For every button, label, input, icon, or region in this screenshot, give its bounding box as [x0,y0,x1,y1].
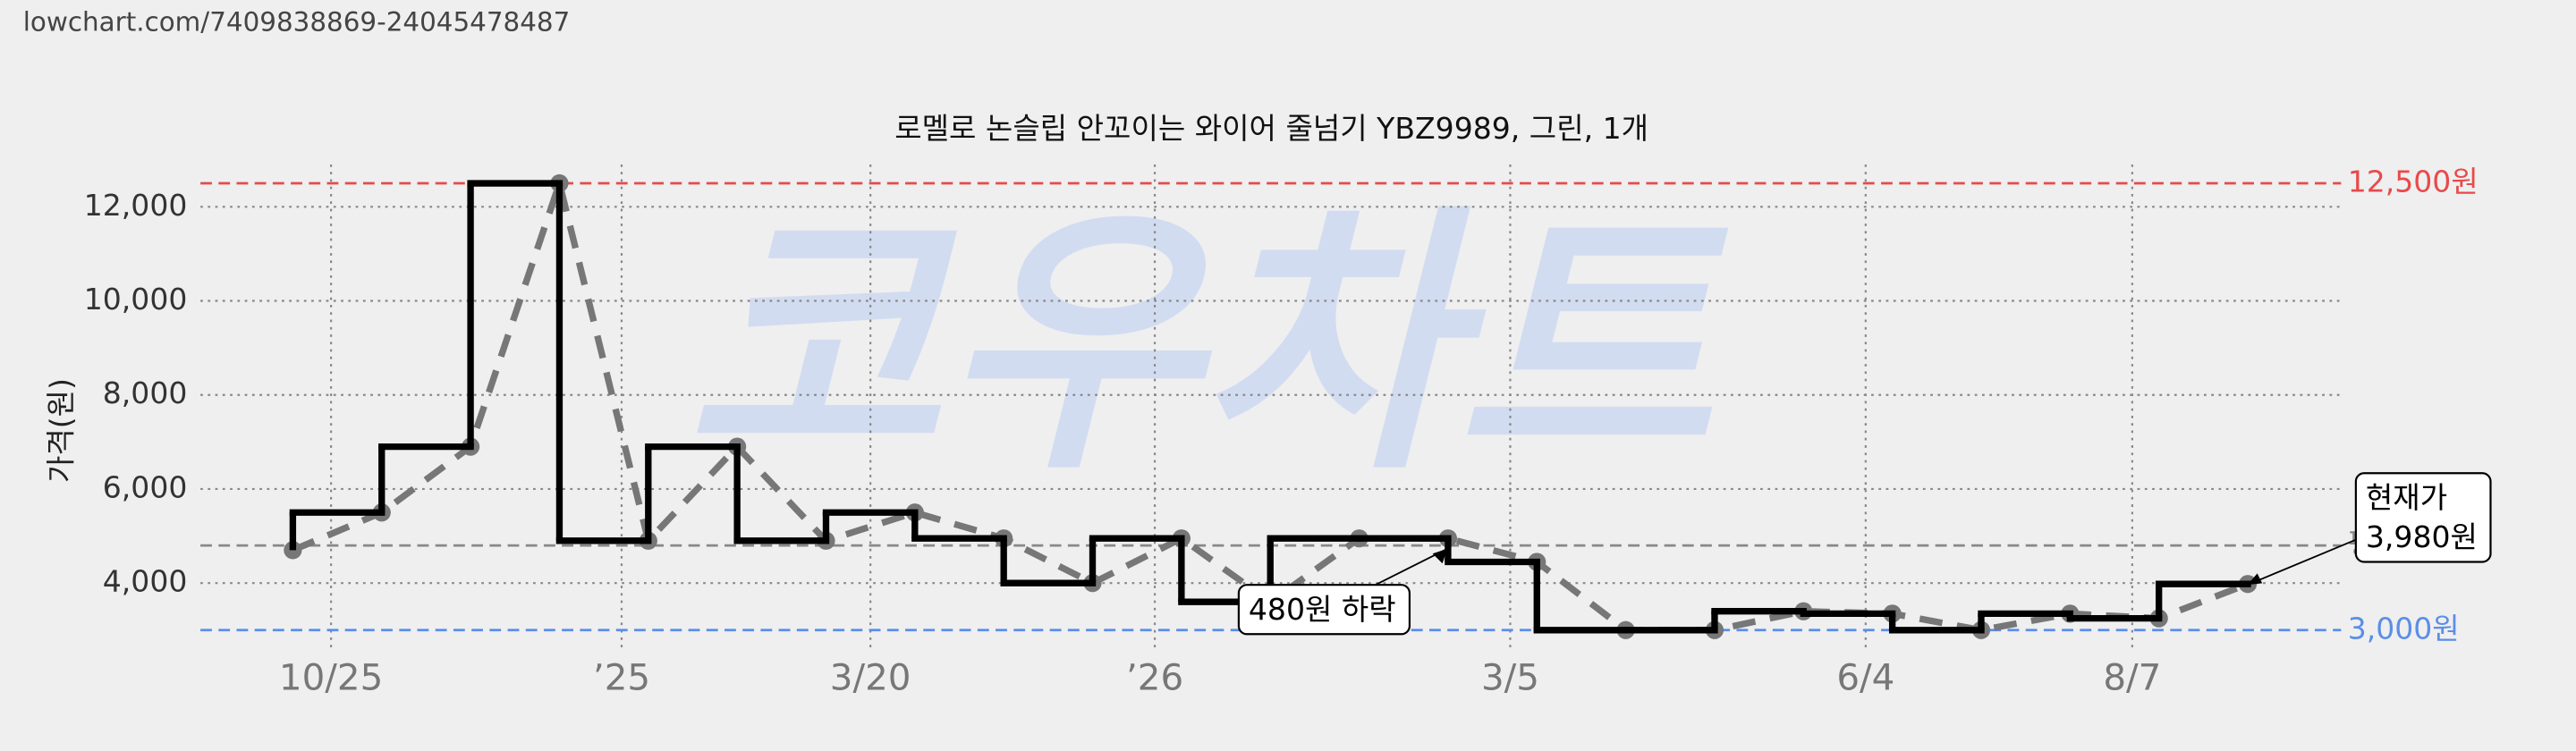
x-tick-label: 10/25 [279,656,383,699]
y-tick-label: 12,000 [84,188,188,223]
annotation-box [1237,584,1411,636]
annotation-text: 현재가 [2366,480,2447,515]
x-tick-label: 8/7 [2103,656,2161,699]
annotation-arrow [2247,538,2357,586]
reference-label: 12,500원 [2348,165,2479,199]
x-tick-label: ’25 [593,656,650,699]
annotation-text: 3,980원 [2366,519,2478,554]
annotation-box [2354,472,2492,563]
watermark: 코우차트 [685,181,1731,507]
x-tick-label: ’26 [1126,656,1183,699]
y-tick-label: 6,000 [103,469,188,504]
annotation-text: 480원 하락 [1249,592,1396,627]
arrow-head [2247,573,2263,586]
page-url: lowchart.com/7409838869-24045478487 [23,7,571,38]
y-axis-label: 가격(원) [43,378,78,483]
x-tick-label: 3/5 [1481,656,1539,699]
x-tick-label: 6/4 [1836,656,1894,699]
x-tick-label: 3/20 [830,656,911,699]
arrow-head [1432,548,1448,564]
y-tick-label: 10,000 [84,282,188,316]
chart-title: 로멜로 논슬립 안꼬이는 와이어 줄넘기 YBZ9989, 그린, 1개 [894,111,1648,146]
reference-label: 3,000원 [2348,611,2460,646]
y-tick-label: 8,000 [103,376,188,410]
y-tick-label: 4,000 [103,564,188,599]
